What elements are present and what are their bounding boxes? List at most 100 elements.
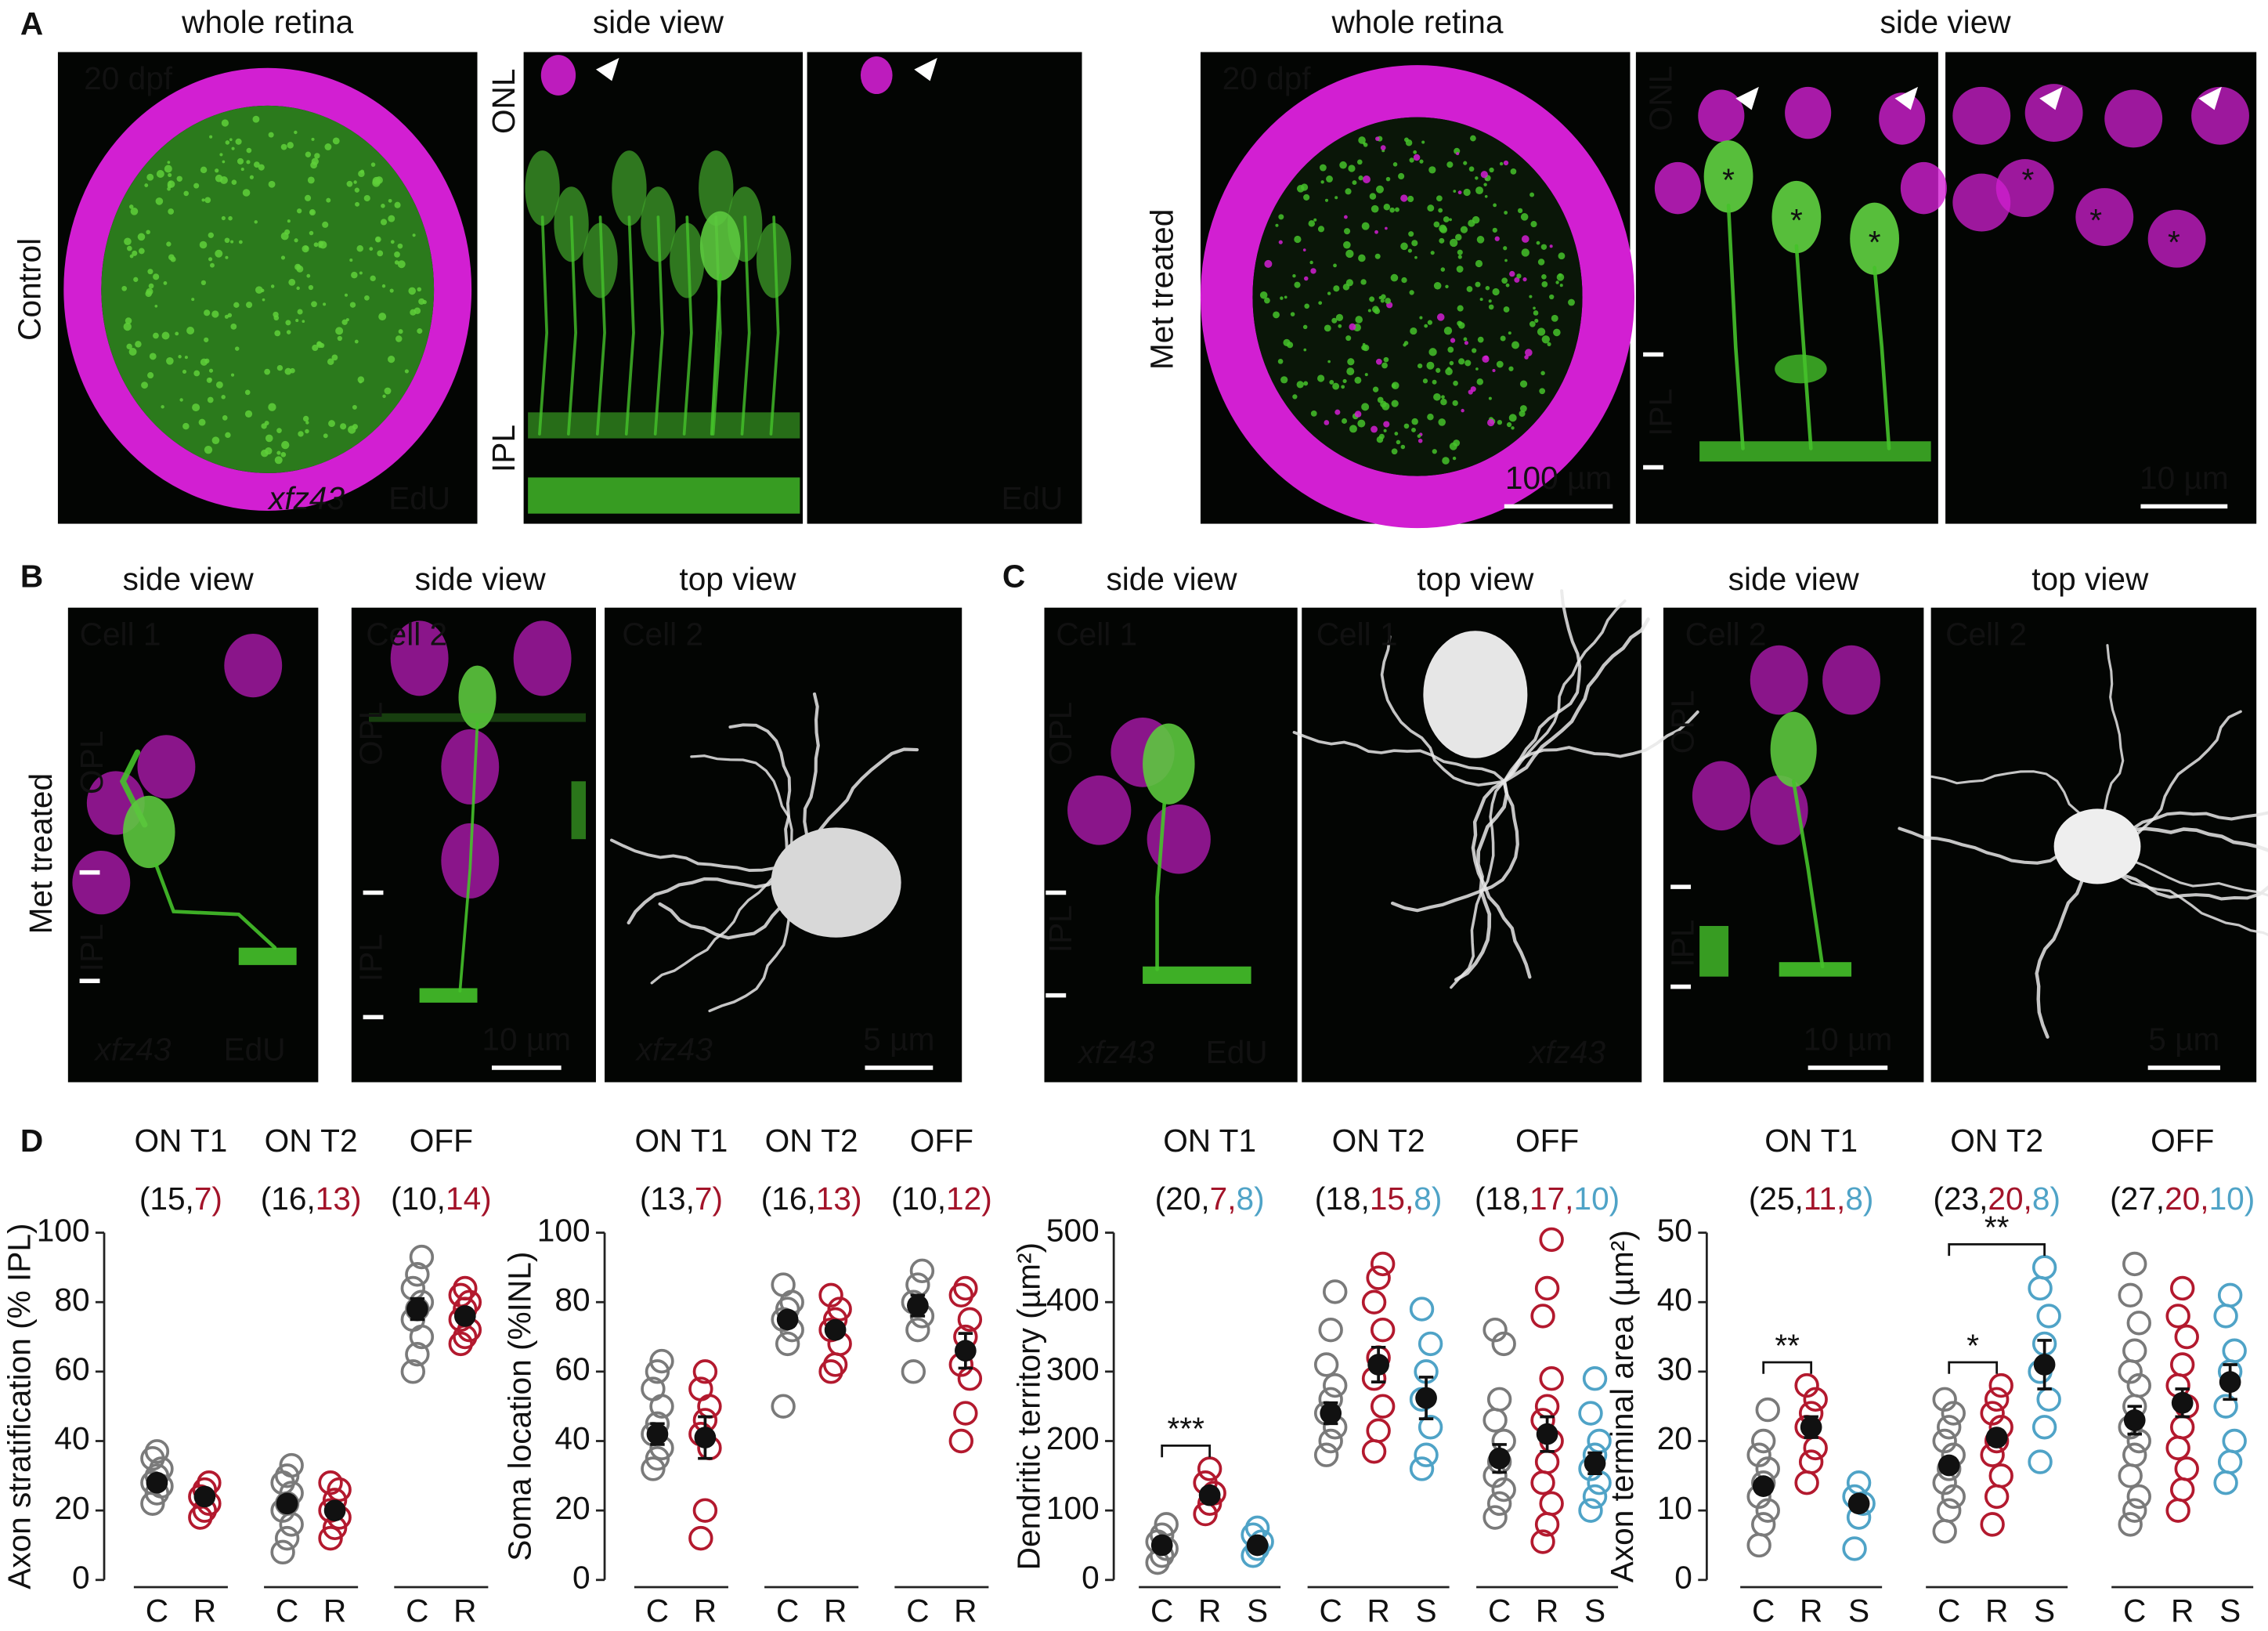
label: xfz43 — [635, 1031, 713, 1067]
speckle — [208, 232, 215, 238]
data-point — [2165, 1435, 2190, 1461]
speckle — [1283, 338, 1291, 346]
speckle — [1449, 238, 1458, 248]
speckle — [1413, 154, 1421, 161]
x-tick-label: C — [1938, 1593, 1960, 1629]
speckle — [355, 201, 359, 207]
speckle — [1553, 328, 1561, 337]
speckle — [1389, 207, 1395, 213]
speckle — [1408, 231, 1414, 237]
speckle — [296, 286, 300, 291]
speckle — [1278, 240, 1283, 244]
speckle — [378, 313, 387, 321]
speckle — [1509, 270, 1515, 277]
mean-marker — [1847, 1492, 1870, 1515]
speckle — [128, 347, 137, 356]
speckle — [207, 396, 214, 403]
speckle — [1380, 145, 1386, 150]
data-point — [1794, 1470, 1819, 1495]
speckle — [1385, 176, 1391, 182]
speckle — [1367, 309, 1371, 313]
speckle — [138, 248, 145, 255]
speckle — [1400, 242, 1408, 251]
y-axis-label: Axon stratification (% IPL) — [1, 1223, 37, 1589]
data-point — [1539, 1227, 1564, 1253]
data-point — [2126, 1484, 2151, 1510]
speckle — [1472, 348, 1477, 353]
data-point — [1932, 1519, 1957, 1544]
speckle — [1558, 252, 1566, 260]
layer-label: OPL — [1042, 702, 1078, 765]
speckle — [1536, 240, 1540, 245]
speckle — [1349, 425, 1357, 433]
data-point — [2036, 1304, 2061, 1329]
speckle — [1428, 348, 1437, 356]
speckle — [1396, 439, 1401, 445]
significance-bracket — [1948, 1242, 2046, 1257]
speckle — [1533, 306, 1536, 310]
data-point — [1491, 1477, 1516, 1503]
y-tick-label: 0 — [572, 1560, 590, 1596]
label: Cell 2 — [366, 616, 447, 652]
cell-body — [670, 222, 705, 298]
speckle — [318, 240, 324, 247]
speckle — [311, 137, 315, 141]
data-point — [2118, 1463, 2143, 1488]
group-title: ON T2 — [765, 1123, 858, 1159]
speckle — [183, 190, 190, 197]
y-tick-label: 100 — [1046, 1490, 1100, 1526]
y-axis-label: Axon terminal area (µm²) — [1604, 1230, 1640, 1582]
panel-label: C — [1002, 558, 1025, 594]
speckle — [208, 257, 213, 262]
speckle — [129, 254, 134, 259]
speckle — [221, 119, 229, 127]
speckle — [1501, 277, 1508, 284]
speckle — [1508, 366, 1514, 371]
n-label-part: (16, — [761, 1181, 816, 1217]
speckle — [161, 405, 164, 409]
mean-marker — [193, 1485, 216, 1508]
speckle — [1361, 222, 1370, 230]
speckle — [1443, 327, 1453, 335]
group-title: ON T1 — [1764, 1123, 1858, 1159]
data-point — [1803, 1435, 1828, 1461]
speckle — [222, 415, 228, 421]
data-point — [1318, 1317, 1343, 1343]
arrowhead — [914, 57, 937, 81]
process — [1155, 801, 1167, 971]
speckle — [276, 428, 282, 433]
mean-marker — [1320, 1402, 1342, 1424]
speckle — [1475, 176, 1479, 180]
data-point — [1483, 1408, 1508, 1433]
x-tick-label: C — [1320, 1593, 1342, 1629]
speckle — [146, 173, 154, 181]
speckle — [1460, 226, 1468, 233]
speckle — [261, 288, 265, 293]
speckle — [1333, 285, 1340, 292]
significance-label: * — [1966, 1327, 1979, 1363]
speckle — [179, 398, 183, 402]
n-label-part: 20, — [1988, 1181, 2031, 1217]
data-point — [1988, 1372, 2013, 1398]
mean-marker — [2033, 1354, 2056, 1376]
speckle — [219, 153, 223, 157]
process — [682, 215, 693, 436]
x-tick-label: C — [646, 1593, 669, 1629]
speckle — [1520, 213, 1529, 221]
group-title: ON T2 — [1950, 1123, 2043, 1159]
x-tick-label: S — [1416, 1593, 1437, 1629]
speckle — [297, 309, 303, 315]
speckle — [296, 265, 304, 273]
process — [1292, 731, 1506, 783]
mean-marker — [1367, 1354, 1389, 1376]
speckle — [381, 284, 386, 288]
data-point — [1534, 1449, 1560, 1474]
n-label-part: (18, — [1475, 1181, 1529, 1217]
speckle — [1324, 420, 1330, 425]
x-tick-label: S — [2219, 1593, 2241, 1629]
speckle — [1343, 215, 1348, 219]
speckle — [1521, 235, 1529, 243]
speckle — [1446, 161, 1454, 168]
cell-body — [72, 850, 131, 915]
process — [653, 215, 664, 436]
